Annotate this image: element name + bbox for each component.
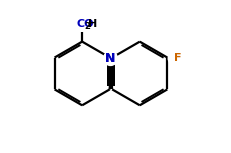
Text: N: N [105, 52, 116, 65]
Text: 2: 2 [84, 22, 90, 31]
Text: CO: CO [76, 19, 94, 29]
Text: F: F [174, 52, 181, 63]
Text: N: N [105, 52, 116, 65]
Text: H: H [88, 19, 97, 29]
